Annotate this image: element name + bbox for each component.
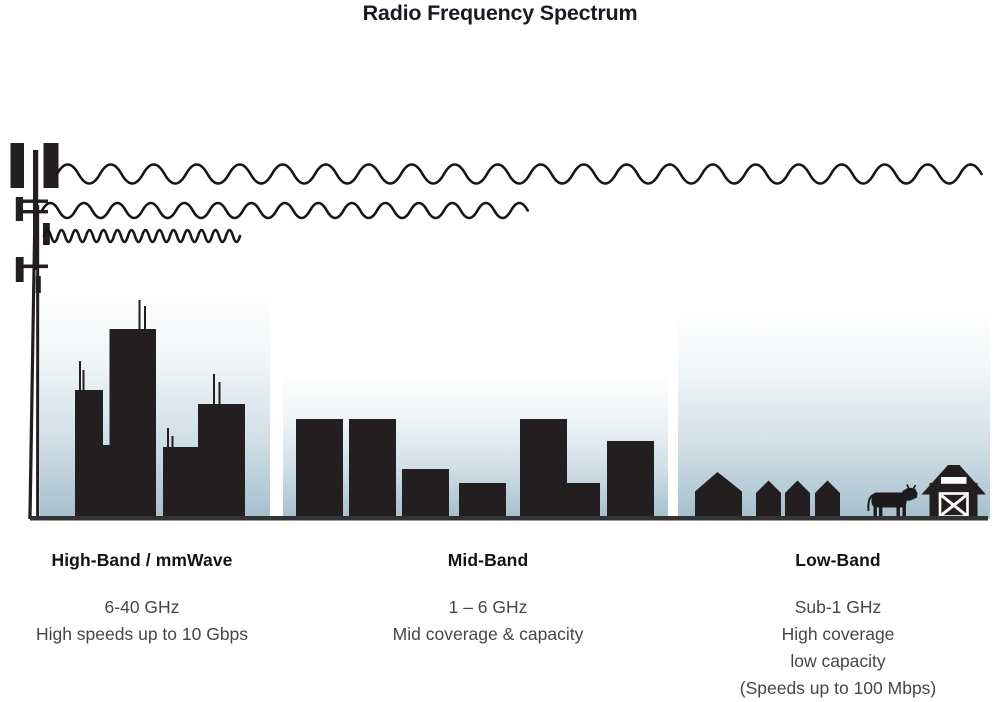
mid-band-medium-wave-icon <box>40 201 530 220</box>
barn-icon <box>921 465 986 519</box>
house-icon <box>756 480 781 519</box>
high-band-title: High-Band / mmWave <box>51 550 233 570</box>
low-band-long-wave-icon <box>55 163 983 185</box>
high-band-frequency: 6-40 GHz <box>104 597 180 617</box>
house-icon <box>785 480 810 519</box>
mid-band-details: 1 – 6 GHz Mid coverage & capacity <box>393 594 584 648</box>
mid-band-city-icon <box>296 419 654 519</box>
cell-tower-icon <box>10 143 59 519</box>
low-band-description: High coverage <box>781 624 895 644</box>
high-band-label-block: High-Band / mmWave 6-40 GHz High speeds … <box>36 549 248 648</box>
cow-icon <box>867 484 918 518</box>
high-band-short-wave-icon <box>42 228 242 244</box>
high-band-details: 6-40 GHz High speeds up to 10 Gbps <box>36 594 248 648</box>
high-band-city-icon <box>75 300 245 519</box>
high-band-description: High speeds up to 10 Gbps <box>35 624 249 644</box>
low-band-label-block: Low-Band Sub-1 GHz High coverage low cap… <box>740 549 937 702</box>
low-band-village-icon <box>695 465 986 519</box>
mid-band-frequency: 1 – 6 GHz <box>448 597 528 617</box>
mid-band-title: Mid-Band <box>447 550 529 570</box>
house-icon <box>815 480 840 519</box>
house-icon <box>695 472 742 519</box>
low-band-description: low capacity <box>790 651 886 671</box>
ground-line <box>30 516 988 521</box>
radio-waves <box>40 163 983 244</box>
low-band-description: (Speeds up to 100 Mbps) <box>739 678 937 698</box>
rooftop-antennas <box>79 300 221 448</box>
mid-band-description: Mid coverage & capacity <box>392 624 584 644</box>
low-band-frequency: Sub-1 GHz <box>794 597 882 617</box>
mid-band-label-block: Mid-Band 1 – 6 GHz Mid coverage & capaci… <box>393 549 584 648</box>
figure-title: Radio Frequency Spectrum <box>362 1 638 25</box>
low-band-title: Low-Band <box>795 550 881 570</box>
low-band-details: Sub-1 GHz High coverage low capacity (Sp… <box>740 594 937 702</box>
